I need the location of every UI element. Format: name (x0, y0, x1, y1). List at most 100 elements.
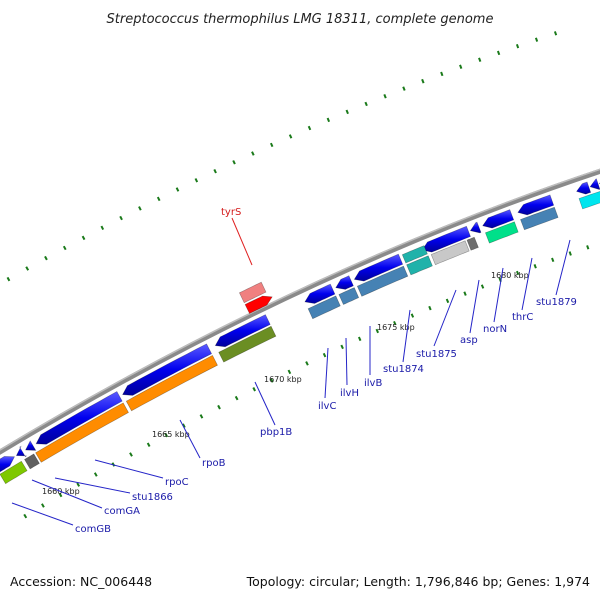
ring-dot (586, 245, 590, 250)
gene-label-stu1879: stu1879 (536, 297, 577, 308)
forward-gene (122, 343, 213, 396)
forward-gene (304, 283, 336, 304)
gene-label-stu1866: stu1866 (132, 492, 173, 503)
ring-dot (182, 423, 186, 428)
accession-text: Accession: NC_006448 (10, 574, 152, 589)
ring-dot (175, 187, 180, 192)
ring-dot (533, 264, 537, 269)
gene-stu1874-top (401, 245, 428, 264)
gene-thrC (520, 206, 559, 231)
gene-label-thrC: thrC (512, 312, 533, 323)
gene-label-ilvB: ilvB (364, 378, 382, 389)
gene-label-comGB: comGB (75, 524, 111, 535)
ring-dot (463, 291, 467, 296)
gene-pbp1B (218, 325, 277, 363)
gene-stu1874 (406, 255, 433, 276)
gene-label-ilvC: ilvC (318, 401, 336, 412)
tick-label: 1665 kbp (152, 430, 190, 439)
gene-asp (485, 221, 519, 244)
forward-gene (335, 275, 354, 290)
ring-dot (393, 320, 397, 326)
gene-label-pbp1B: pbp1B (260, 427, 292, 438)
ring-dot (138, 206, 142, 211)
label-leaders (11, 239, 571, 526)
ring-dot (496, 50, 501, 56)
ring-dot (345, 109, 349, 115)
gene-comGB (0, 460, 28, 485)
gene-tyrS (244, 295, 273, 314)
ring-dot (41, 503, 45, 508)
gene-label-stu1875: stu1875 (416, 349, 457, 360)
ring-dot (340, 344, 344, 350)
ring-dot (76, 482, 81, 487)
tick-label: 1670 kbp (264, 375, 302, 384)
ring-dot (364, 101, 368, 107)
forward-gene (589, 178, 600, 190)
forward-gene (214, 314, 271, 348)
outer-dotted-ring (6, 31, 558, 282)
ring-dot (62, 245, 67, 251)
colored-genes (0, 191, 600, 485)
forward-gene (35, 391, 123, 445)
ring-dot (445, 298, 450, 304)
ring-dot (23, 513, 28, 519)
ring-dot (199, 414, 204, 419)
gene-ilvC (307, 295, 341, 320)
forward-gene (421, 225, 471, 253)
ring-dot (287, 369, 292, 375)
ring-dot (478, 57, 482, 62)
forward-gene (0, 456, 15, 473)
tick-label: 1675 kbp (377, 323, 415, 332)
ring-dot (269, 142, 274, 148)
gene-label-tyrS: tyrS (221, 207, 241, 218)
ring-dot (288, 134, 293, 139)
ring-dot (194, 178, 199, 183)
ring-dot (534, 37, 539, 42)
gene-label-stu1874: stu1874 (383, 364, 424, 375)
gene-label-rpoB: rpoB (202, 458, 226, 469)
ring-dot (375, 328, 380, 334)
ring-dot (251, 151, 255, 156)
ring-dot (119, 215, 123, 221)
gene-rpoC (125, 354, 218, 412)
forward-gene (15, 445, 27, 457)
ring-dot (402, 86, 406, 91)
forward-strand-genes (0, 178, 600, 473)
gene-stu1875 (430, 240, 470, 266)
ring-dot (326, 117, 331, 123)
ring-dot (410, 313, 415, 318)
ring-dot (440, 71, 444, 77)
ring-dot (551, 257, 555, 263)
tyrs-leader (231, 217, 253, 266)
ring-dot (459, 64, 463, 69)
ring-dot (232, 160, 236, 165)
inner-dotted-ring (23, 245, 590, 519)
ring-dot (25, 266, 30, 271)
map-title: Streptococcus thermophilus LMG 18311, co… (107, 12, 494, 27)
ring-dot (217, 404, 221, 410)
ring-dot (146, 442, 151, 447)
gene-label-comGA: comGA (104, 506, 140, 517)
gene-label-asp: asp (460, 335, 478, 346)
gene-tyrS-outer (238, 281, 267, 304)
ring-dot (322, 352, 327, 358)
gene-label-norN: norN (483, 324, 507, 335)
ring-dot (252, 387, 256, 392)
ring-dot (164, 432, 169, 438)
ring-dot (428, 305, 432, 311)
ring-dot (81, 235, 86, 241)
ring-dot (515, 43, 520, 49)
ring-dot (44, 255, 48, 261)
ring-dot (129, 452, 133, 457)
gene-ilvH (338, 287, 360, 305)
gene-ilvB (356, 265, 409, 297)
ring-dot (383, 94, 387, 99)
ring-dot (213, 168, 217, 174)
ring-dot (515, 270, 520, 276)
forward-gene (353, 253, 404, 282)
ring-dot (307, 125, 312, 131)
ring-dot (568, 251, 572, 256)
ring-dot (100, 225, 105, 231)
forward-gene (469, 221, 482, 234)
